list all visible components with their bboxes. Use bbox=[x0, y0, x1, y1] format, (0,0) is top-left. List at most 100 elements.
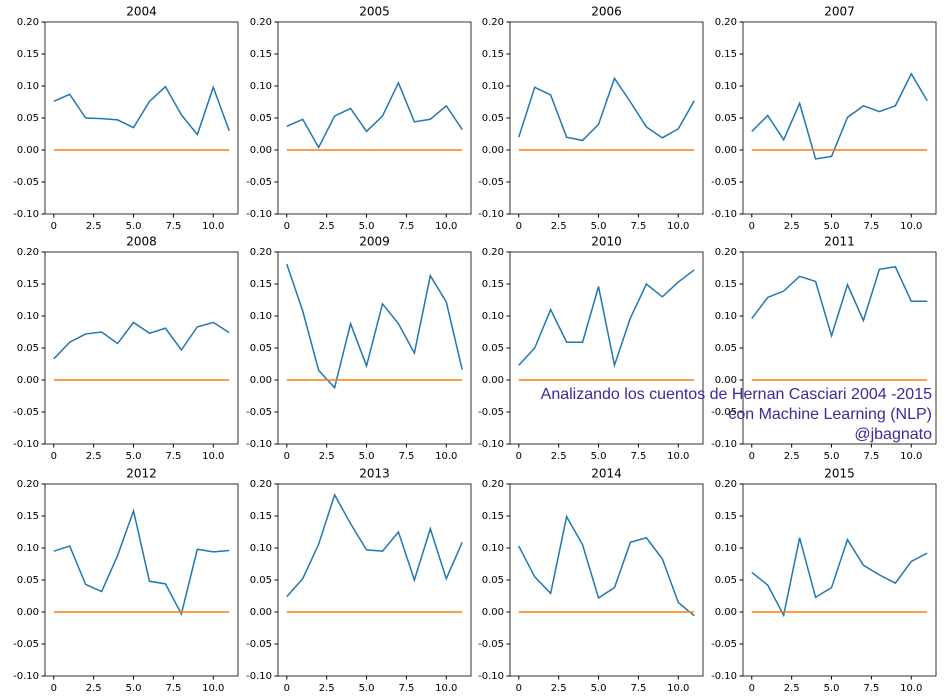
x-tick-label: 5.0 bbox=[126, 683, 142, 694]
x-tick-label: 2.5 bbox=[551, 683, 567, 694]
y-tick-label: 0.05 bbox=[17, 113, 39, 124]
y-tick-label: -0.10 bbox=[478, 209, 504, 220]
axes-frame bbox=[277, 21, 472, 215]
subplot-title: 2015 bbox=[824, 467, 855, 481]
x-tick-label: 10.0 bbox=[900, 221, 922, 232]
x-tick-label: 5.0 bbox=[824, 221, 840, 232]
x-tick-label: 10.0 bbox=[435, 683, 457, 694]
y-tick-label: 0.15 bbox=[17, 511, 39, 522]
y-tick-label: 0.15 bbox=[715, 279, 737, 290]
x-tick-label: 10.0 bbox=[667, 221, 689, 232]
x-tick-label: 0 bbox=[749, 221, 755, 232]
series-line bbox=[53, 321, 230, 360]
x-tick-label: 10.0 bbox=[435, 451, 457, 462]
subplot-title: 2013 bbox=[359, 467, 390, 481]
y-tick-label: 0.05 bbox=[250, 113, 272, 124]
x-tick-label: 7.5 bbox=[863, 451, 879, 462]
y-tick-label: 0.05 bbox=[17, 343, 39, 354]
axes-frame bbox=[44, 483, 239, 677]
y-tick-label: 0.05 bbox=[250, 575, 272, 586]
x-tick-label: 5.0 bbox=[591, 451, 607, 462]
x-tick-label: 0 bbox=[51, 451, 57, 462]
x-tick-label: 0 bbox=[284, 451, 290, 462]
y-tick-label: -0.10 bbox=[711, 671, 737, 682]
x-tick-label: 2.5 bbox=[319, 451, 335, 462]
x-tick-label: 10.0 bbox=[900, 683, 922, 694]
x-tick-label: 2.5 bbox=[784, 683, 800, 694]
y-tick-label: 0.00 bbox=[17, 607, 39, 618]
y-tick-label: -0.05 bbox=[246, 639, 272, 650]
series-line bbox=[751, 265, 928, 339]
x-tick-label: 2.5 bbox=[86, 221, 102, 232]
x-tick-label: 7.5 bbox=[630, 683, 646, 694]
y-tick-label: 0.10 bbox=[17, 311, 39, 322]
y-tick-label: 0.10 bbox=[482, 81, 504, 92]
y-tick-label: 0.10 bbox=[482, 543, 504, 554]
axes-frame bbox=[742, 251, 937, 445]
series-line bbox=[53, 85, 230, 137]
axes-frame bbox=[742, 21, 937, 215]
y-tick-label: 0.20 bbox=[482, 17, 504, 28]
y-tick-label: -0.10 bbox=[13, 671, 39, 682]
series-line bbox=[286, 263, 463, 390]
y-tick-label: 0.05 bbox=[715, 575, 737, 586]
series-line bbox=[751, 72, 928, 160]
x-tick-label: 5.0 bbox=[591, 221, 607, 232]
y-tick-label: 0.10 bbox=[715, 81, 737, 92]
x-tick-label: 2.5 bbox=[86, 683, 102, 694]
y-tick-label: 0.15 bbox=[715, 511, 737, 522]
y-tick-label: 0.15 bbox=[250, 511, 272, 522]
y-tick-label: -0.10 bbox=[13, 439, 39, 450]
y-tick-label: -0.05 bbox=[711, 407, 737, 418]
subplot-title: 2004 bbox=[126, 5, 157, 19]
y-tick-label: -0.05 bbox=[478, 407, 504, 418]
y-tick-label: 0.05 bbox=[482, 575, 504, 586]
x-tick-label: 7.5 bbox=[630, 221, 646, 232]
series-line bbox=[751, 537, 928, 618]
x-tick-label: 2.5 bbox=[784, 221, 800, 232]
y-tick-label: -0.05 bbox=[246, 177, 272, 188]
x-tick-label: 10.0 bbox=[667, 451, 689, 462]
x-tick-label: 10.0 bbox=[900, 451, 922, 462]
y-tick-label: 0.15 bbox=[715, 49, 737, 60]
y-tick-label: 0.15 bbox=[250, 49, 272, 60]
axes-frame bbox=[509, 251, 704, 445]
y-tick-label: 0.00 bbox=[482, 145, 504, 156]
y-tick-label: -0.05 bbox=[711, 639, 737, 650]
y-tick-label: 0.20 bbox=[715, 247, 737, 258]
subplot-title: 2011 bbox=[824, 235, 855, 249]
y-tick-label: 0.00 bbox=[250, 607, 272, 618]
y-tick-label: 0.00 bbox=[482, 607, 504, 618]
y-tick-label: 0.10 bbox=[250, 543, 272, 554]
x-tick-label: 0 bbox=[51, 221, 57, 232]
y-tick-label: 0.20 bbox=[482, 247, 504, 258]
series-line bbox=[518, 269, 695, 369]
y-tick-label: 0.05 bbox=[250, 343, 272, 354]
y-tick-label: -0.05 bbox=[478, 177, 504, 188]
x-tick-label: 7.5 bbox=[863, 221, 879, 232]
y-tick-label: -0.05 bbox=[13, 407, 39, 418]
y-tick-label: 0.15 bbox=[17, 49, 39, 60]
x-tick-label: 2.5 bbox=[784, 451, 800, 462]
axes-frame bbox=[509, 21, 704, 215]
x-tick-label: 10.0 bbox=[202, 683, 224, 694]
y-tick-label: 0.05 bbox=[715, 343, 737, 354]
y-tick-label: -0.10 bbox=[478, 671, 504, 682]
subplot-title: 2006 bbox=[591, 5, 622, 19]
subplot-title: 2007 bbox=[824, 5, 855, 19]
x-tick-label: 0 bbox=[516, 683, 522, 694]
y-tick-label: 0.00 bbox=[715, 607, 737, 618]
x-tick-label: 7.5 bbox=[630, 451, 646, 462]
y-tick-label: -0.05 bbox=[13, 639, 39, 650]
x-tick-label: 5.0 bbox=[359, 683, 375, 694]
y-tick-label: 0.10 bbox=[715, 311, 737, 322]
y-tick-label: -0.10 bbox=[13, 209, 39, 220]
y-tick-label: 0.20 bbox=[17, 479, 39, 490]
y-tick-label: -0.10 bbox=[246, 209, 272, 220]
series-line bbox=[286, 80, 463, 150]
series-line bbox=[286, 493, 463, 598]
x-tick-label: 7.5 bbox=[398, 683, 414, 694]
annotation: @jbagnato bbox=[854, 426, 932, 443]
subplot-title: 2012 bbox=[126, 467, 157, 481]
